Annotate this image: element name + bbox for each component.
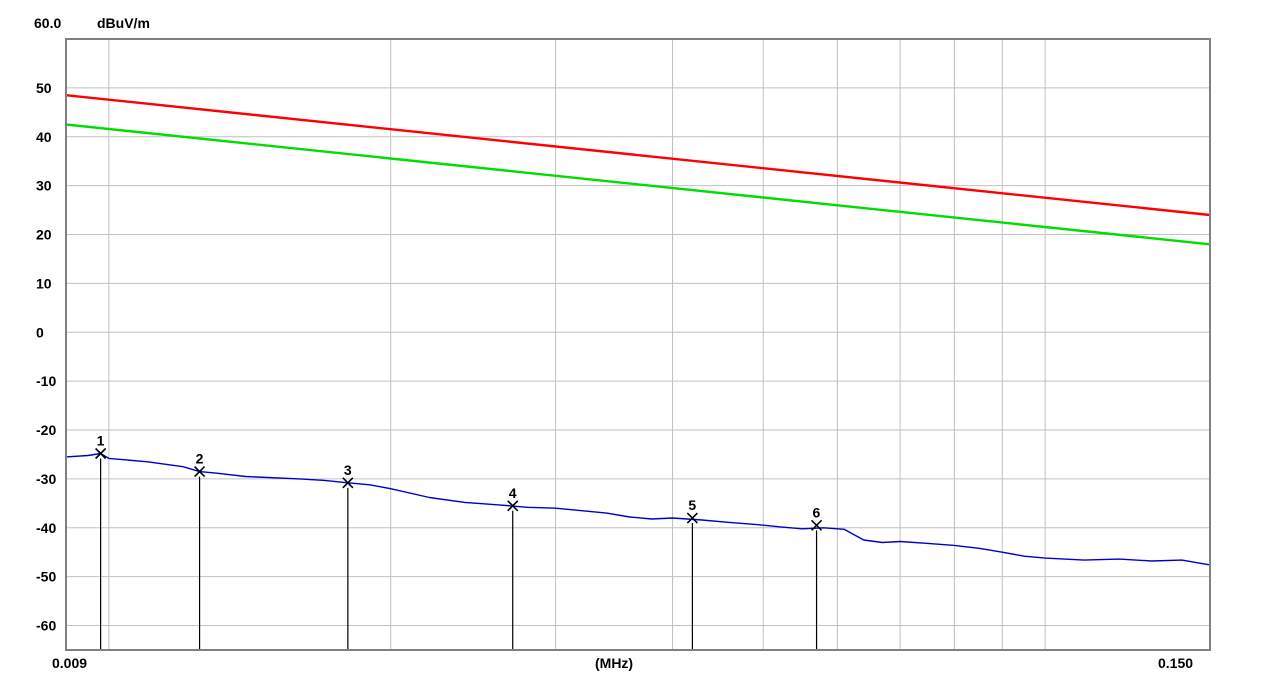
marker-label: 2 (196, 451, 204, 467)
marker-cross (342, 477, 354, 489)
y-tick-label: -30 (36, 471, 56, 487)
series-trace-line (65, 452, 1211, 566)
marker-layer: 1 2 3 4 5 6 (95, 433, 823, 650)
x-end-label: 0.150 (1158, 655, 1193, 671)
x-unit-label: (MHz) (595, 655, 633, 671)
marker-label: 3 (344, 462, 352, 478)
marker-cross (194, 466, 206, 478)
y-tick-label: -60 (36, 618, 56, 634)
y-tick-label: 10 (36, 275, 52, 291)
marker-cross (686, 512, 698, 524)
marker-label: 4 (509, 485, 517, 501)
marker-label: 1 (97, 433, 105, 449)
y-tick-label: 40 (36, 129, 52, 145)
y-tick-label: 0 (36, 324, 44, 340)
top-value-label: 60.0 (34, 15, 61, 31)
marker-label: 6 (813, 504, 821, 520)
plot-frame (65, 38, 1211, 651)
marker-cross (507, 500, 519, 512)
y-tick-label: 30 (36, 178, 52, 194)
y-tick-label: -20 (36, 422, 56, 438)
y-unit-label: dBuV/m (97, 15, 150, 31)
series-layer (65, 94, 1211, 566)
y-tick-label: -40 (36, 520, 56, 536)
tick-layer: 50 40 30 20 10 0 -10 -20 -30 -40 -50 -60 (36, 80, 56, 634)
x-start-label: 0.009 (52, 655, 87, 671)
y-tick-label: -50 (36, 569, 56, 585)
marker-cross (95, 447, 107, 460)
series-margin-line (65, 123, 1211, 246)
marker-cross (810, 519, 823, 531)
y-tick-label: -10 (36, 373, 56, 389)
y-tick-label: 20 (36, 227, 52, 243)
marker-label: 5 (688, 497, 696, 513)
series-limit-line (65, 94, 1211, 217)
y-tick-label: 50 (36, 80, 52, 96)
